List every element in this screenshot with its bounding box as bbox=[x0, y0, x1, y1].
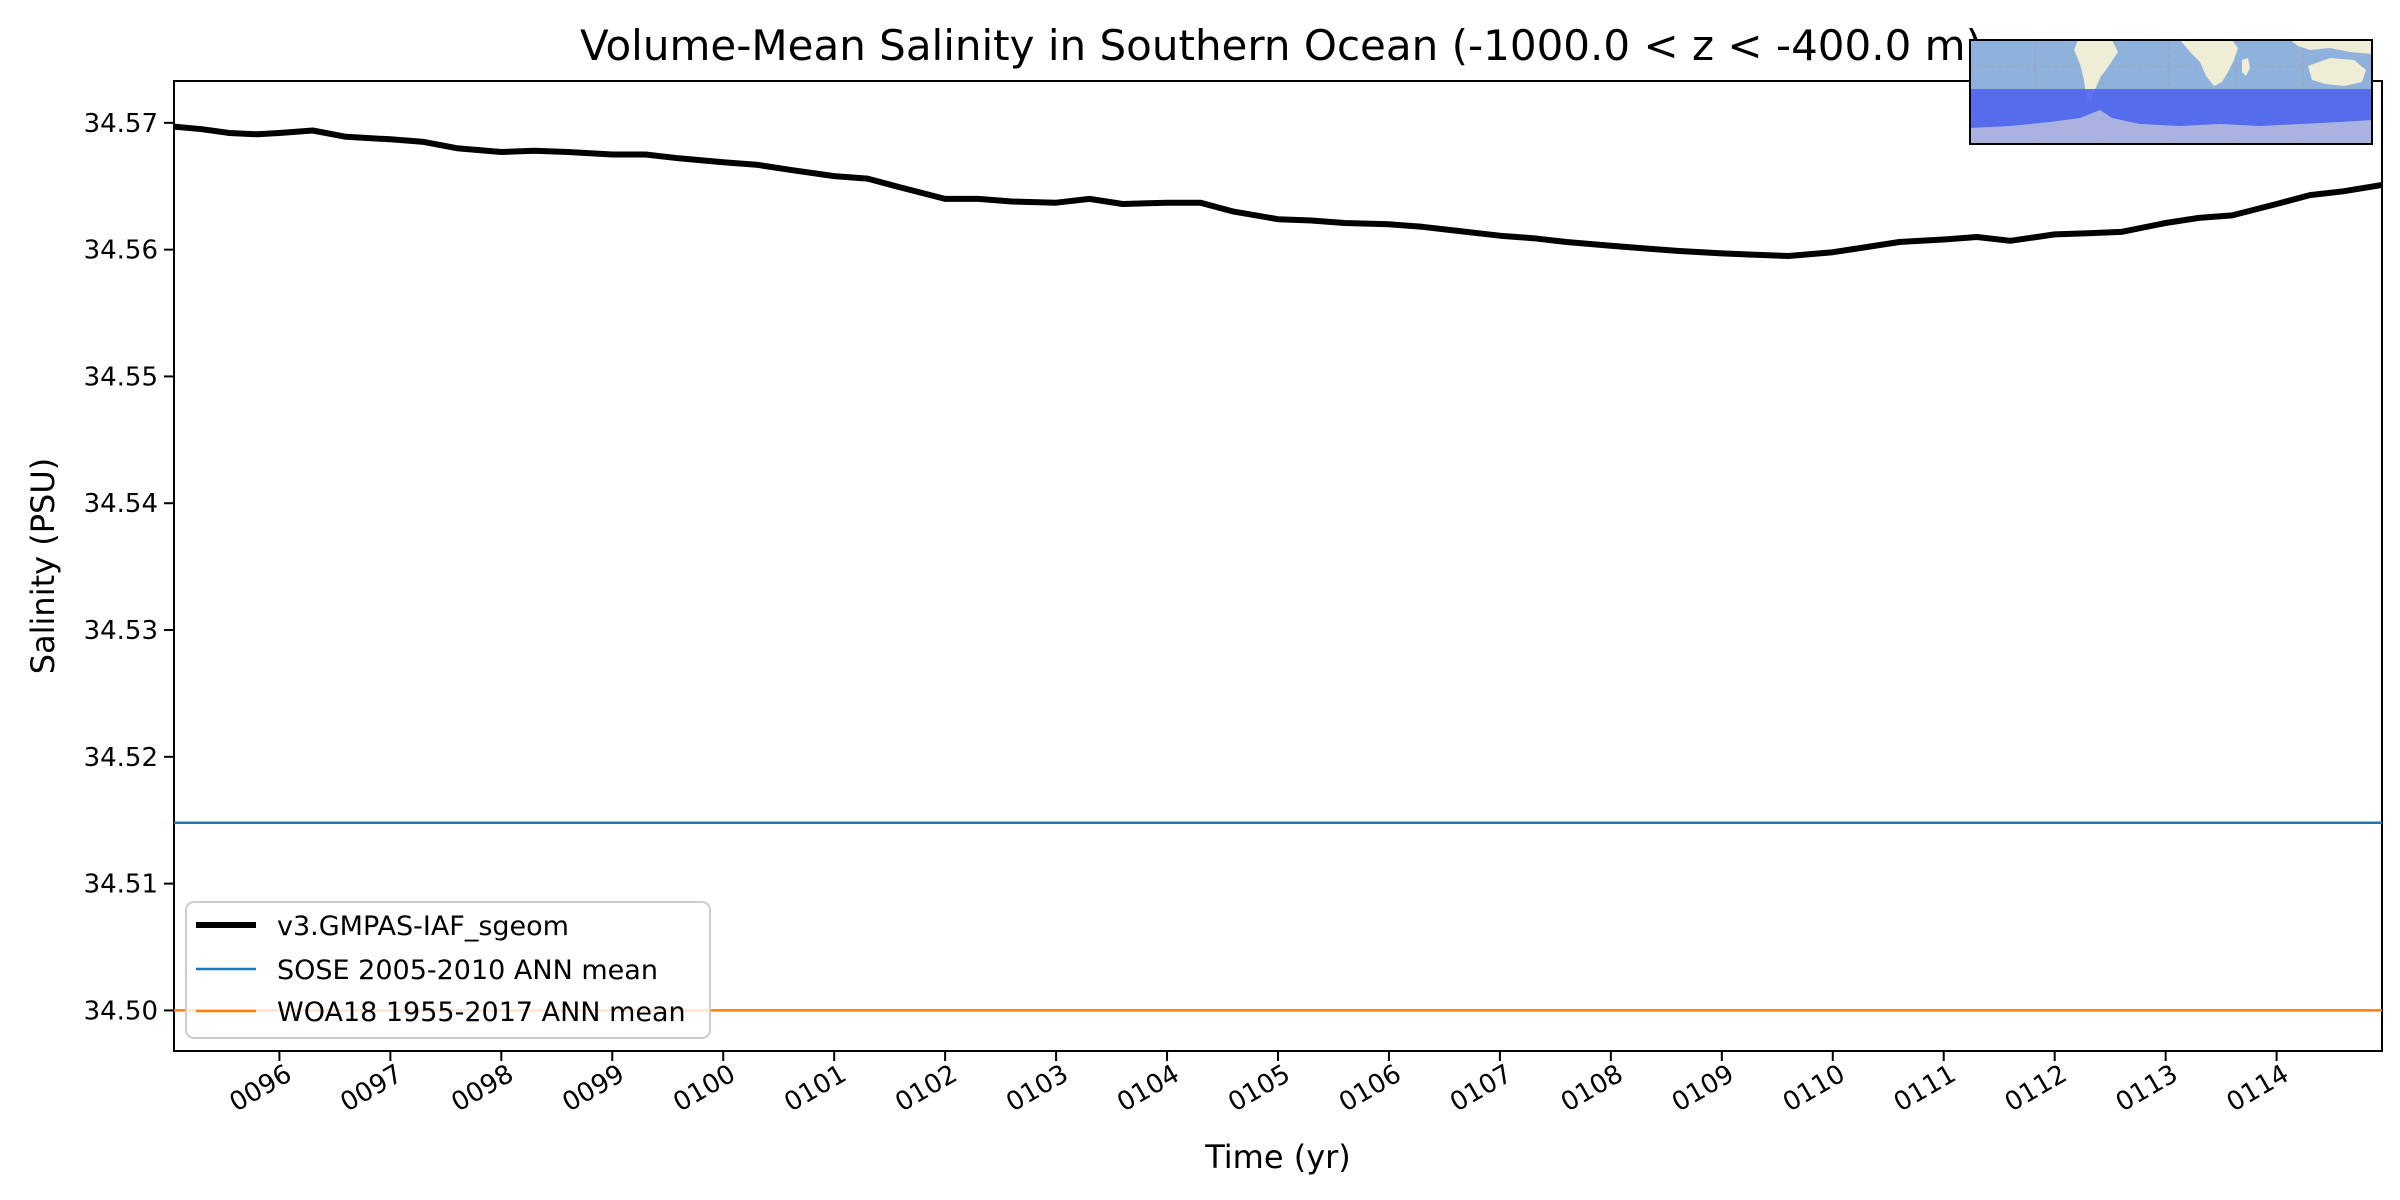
legend-label-sose: SOSE 2005-2010 ANN mean bbox=[277, 955, 658, 986]
legend: v3.GMPAS-IAF_sgeom SOSE 2005-2010 ANN me… bbox=[185, 901, 711, 1039]
x-axis-label: Time (yr) bbox=[1204, 1138, 1351, 1176]
x-tick-label: 0110 bbox=[1778, 1059, 1850, 1118]
y-tick-label: 34.56 bbox=[84, 236, 158, 266]
x-tick-label: 0103 bbox=[1001, 1059, 1073, 1118]
y-axis-label: Salinity (PSU) bbox=[24, 458, 62, 675]
inset-land-africa bbox=[2180, 40, 2238, 86]
x-tick-label: 0099 bbox=[557, 1059, 629, 1118]
x-tick-label: 0098 bbox=[447, 1059, 519, 1118]
x-tick-label: 0113 bbox=[2111, 1059, 2183, 1118]
legend-label-model: v3.GMPAS-IAF_sgeom bbox=[277, 911, 569, 942]
inset-land-asia bbox=[2290, 40, 2372, 54]
chart-title: Volume-Mean Salinity in Southern Ocean (… bbox=[580, 21, 1982, 70]
y-tick-label: 34.52 bbox=[84, 743, 158, 773]
y-tick-label: 34.51 bbox=[84, 870, 158, 900]
x-tick-label: 0111 bbox=[1889, 1059, 1961, 1118]
x-tick-label: 0108 bbox=[1556, 1059, 1628, 1118]
y-tick-label: 34.57 bbox=[84, 109, 158, 139]
x-tick-label: 0107 bbox=[1445, 1059, 1517, 1118]
x-tick-label: 0101 bbox=[779, 1059, 851, 1118]
inset-frame bbox=[1969, 39, 2373, 145]
y-axis: 34.50 34.51 34.52 34.53 34.54 34.55 34.56 34.57 bbox=[84, 109, 174, 1026]
x-tick-label: 0096 bbox=[225, 1059, 297, 1118]
x-tick-label: 0106 bbox=[1334, 1059, 1406, 1118]
x-tick-label: 0104 bbox=[1112, 1059, 1184, 1118]
x-tick-label: 0097 bbox=[336, 1059, 408, 1118]
x-tick-label: 0112 bbox=[2000, 1059, 2072, 1118]
series-0-line bbox=[174, 123, 2382, 259]
y-tick-label: 34.53 bbox=[84, 616, 158, 646]
x-tick-label: 0102 bbox=[890, 1059, 962, 1118]
inset-land-madagascar bbox=[2242, 58, 2250, 76]
region-inset-map bbox=[1969, 39, 2373, 145]
series-layer bbox=[174, 123, 2382, 1012]
inset-land-south-america bbox=[2074, 40, 2118, 104]
x-axis: 0096 0097 0098 0099 0100 0101 0102 0103 0104 0105… bbox=[225, 1051, 2294, 1118]
legend-label-woa: WOA18 1955-2017 ANN mean bbox=[277, 997, 686, 1028]
y-tick-label: 34.54 bbox=[84, 489, 158, 519]
y-tick-label: 34.55 bbox=[84, 362, 158, 392]
x-tick-label: 0105 bbox=[1223, 1059, 1295, 1118]
y-tick-label: 34.50 bbox=[84, 996, 158, 1026]
x-tick-label: 0100 bbox=[668, 1059, 740, 1118]
inset-land-australia bbox=[2308, 58, 2366, 86]
inset-land-antarctica bbox=[1970, 110, 2372, 144]
x-tick-label: 0109 bbox=[1667, 1059, 1739, 1118]
legend-box bbox=[185, 901, 711, 1039]
x-tick-label: 0114 bbox=[2222, 1059, 2294, 1118]
